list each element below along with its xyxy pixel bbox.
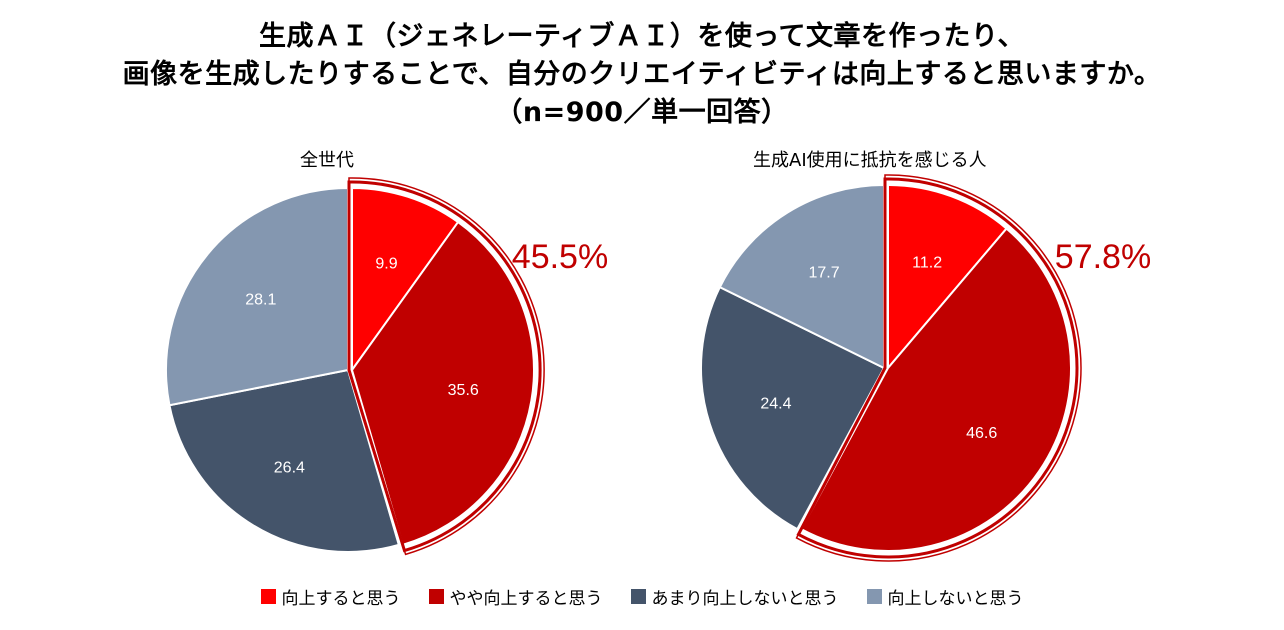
- legend-label: 向上すると思う: [281, 589, 401, 609]
- pie-all-generations: 9.9 35.6 26.4 28.1 45.5%: [165, 177, 608, 556]
- highlight-total: 57.8%: [1055, 238, 1151, 276]
- legend-label: やや向上すると思う: [449, 589, 603, 609]
- slice-somewhat-agree: [350, 220, 535, 547]
- data-label: 46.6: [966, 425, 997, 442]
- legend-swatch: [866, 589, 882, 604]
- legend: 向上すると思う やや向上すると思う あまり向上しないと思う 向上しないと思う: [0, 584, 1284, 609]
- right-pie-title: 生成AI使用に抵抗を感じる人: [753, 150, 987, 171]
- chart-title-line-3: （n=900／単一回答）: [495, 97, 789, 128]
- left-pie-title: 全世代: [300, 150, 354, 171]
- legend-item-somewhat-agree: やや向上すると思う: [428, 584, 603, 609]
- slice-disagree: [718, 183, 885, 370]
- data-label: 28.1: [245, 291, 276, 308]
- highlight-outline: [347, 180, 542, 553]
- data-label: 35.6: [448, 382, 479, 399]
- data-label: 26.4: [274, 459, 305, 476]
- highlight-outline-outer: [795, 174, 1082, 562]
- slice-strongly-agree: [351, 186, 460, 374]
- slice-somewhat-agree: [799, 227, 1072, 552]
- legend-swatch: [428, 589, 444, 604]
- legend-item-strongly-agree: 向上すると思う: [260, 584, 401, 609]
- pie-ai-resistant: 11.2 46.6 24.4 17.7 57.8%: [700, 174, 1151, 562]
- legend-label: 向上しないと思う: [887, 589, 1024, 609]
- highlight-total: 45.5%: [512, 238, 608, 276]
- slice-not-much: [168, 368, 401, 553]
- legend-item-not-much: あまり向上しないと思う: [630, 584, 839, 609]
- slice-not-much: [700, 285, 886, 531]
- legend-swatch: [260, 589, 276, 604]
- slice-disagree: [165, 186, 349, 407]
- data-label: 9.9: [375, 256, 397, 273]
- chart-title-line-1: 生成ＡＩ（ジェネレーティブＡＩ）を使って文章を作ったり、: [259, 21, 1025, 52]
- slice-strongly-agree: [887, 183, 1008, 371]
- legend-label: あまり向上しないと思う: [651, 589, 839, 609]
- legend-swatch: [630, 589, 646, 604]
- data-label: 11.2: [912, 255, 942, 272]
- chart-title-line-2: 画像を生成したりすることで、自分のクリエイティビティは向上すると思いますか。: [122, 59, 1162, 90]
- legend-item-disagree: 向上しないと思う: [866, 584, 1024, 609]
- data-label: 24.4: [760, 396, 791, 413]
- highlight-outline-outer: [348, 177, 545, 556]
- highlight-outline: [796, 177, 1079, 559]
- data-label: 17.7: [808, 265, 839, 282]
